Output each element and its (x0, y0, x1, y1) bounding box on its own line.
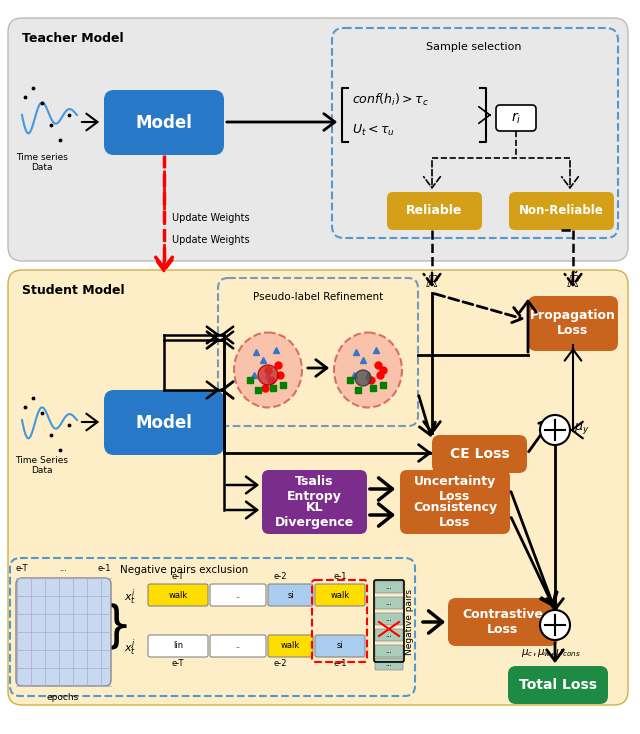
Text: Time series: Time series (16, 153, 68, 162)
Text: epochs: epochs (47, 693, 79, 702)
FancyBboxPatch shape (210, 584, 266, 606)
Text: e-1: e-1 (97, 564, 111, 573)
FancyBboxPatch shape (375, 613, 403, 625)
FancyBboxPatch shape (375, 645, 403, 657)
Text: Total Loss: Total Loss (519, 678, 597, 692)
Text: e-T: e-T (16, 564, 28, 573)
Text: e-1: e-1 (333, 659, 347, 668)
Circle shape (540, 610, 570, 640)
Text: Student Model: Student Model (22, 284, 125, 297)
Text: $\tilde{\mathbb{R}}$: $\tilde{\mathbb{R}}$ (566, 272, 580, 292)
Text: ...: ... (386, 661, 392, 667)
Text: ...: ... (386, 632, 392, 638)
Text: Data: Data (31, 163, 52, 172)
Text: e-T: e-T (172, 572, 184, 581)
FancyBboxPatch shape (148, 584, 208, 606)
FancyBboxPatch shape (262, 470, 367, 508)
Text: ...: ... (386, 648, 392, 654)
Text: $\mu_c, \mu_w, \mu_{cons}$: $\mu_c, \mu_w, \mu_{cons}$ (521, 647, 581, 659)
Text: si: si (337, 642, 344, 650)
Text: walk: walk (330, 590, 349, 600)
Circle shape (355, 370, 371, 386)
FancyBboxPatch shape (315, 584, 365, 606)
Text: ...: ... (386, 584, 392, 590)
Text: $x_t^i$: $x_t^i$ (124, 587, 136, 607)
Text: $x_t^j$: $x_t^j$ (124, 638, 136, 658)
Text: Temporal
Queue: Temporal Queue (35, 619, 92, 641)
FancyBboxPatch shape (315, 635, 365, 657)
Text: Consistency
Loss: Consistency Loss (413, 501, 497, 529)
Text: Update Weights: Update Weights (172, 235, 250, 245)
FancyBboxPatch shape (210, 635, 266, 657)
FancyBboxPatch shape (375, 658, 403, 670)
FancyBboxPatch shape (400, 496, 510, 534)
Text: $r_i$: $r_i$ (511, 110, 521, 126)
FancyBboxPatch shape (387, 192, 482, 230)
FancyBboxPatch shape (528, 296, 618, 351)
Text: Model: Model (136, 413, 193, 432)
Text: Teacher Model: Teacher Model (22, 32, 124, 45)
Text: Propagation
Loss: Propagation Loss (530, 310, 616, 338)
Circle shape (540, 415, 570, 445)
FancyBboxPatch shape (448, 598, 558, 646)
FancyBboxPatch shape (104, 390, 224, 455)
Text: KL
Divergence: KL Divergence (275, 501, 354, 529)
Text: Model: Model (136, 114, 193, 131)
Text: e-2: e-2 (273, 659, 287, 668)
FancyBboxPatch shape (148, 635, 208, 657)
Text: ...: ... (59, 564, 67, 573)
Circle shape (258, 365, 278, 385)
FancyBboxPatch shape (375, 581, 403, 593)
Text: Negative pairs exclusion: Negative pairs exclusion (120, 565, 248, 575)
FancyBboxPatch shape (432, 435, 527, 473)
Text: Time Series: Time Series (15, 456, 68, 465)
Text: CE Loss: CE Loss (450, 447, 509, 461)
Text: e-1: e-1 (333, 572, 347, 581)
FancyBboxPatch shape (400, 470, 510, 508)
Text: e-T: e-T (172, 659, 184, 668)
Text: $conf(h_i) > \tau_c$: $conf(h_i) > \tau_c$ (352, 92, 429, 108)
Ellipse shape (234, 333, 302, 407)
Text: ..: .. (236, 642, 241, 650)
Text: lin: lin (173, 642, 183, 650)
FancyBboxPatch shape (496, 105, 536, 131)
Text: Reliable: Reliable (406, 205, 463, 217)
FancyBboxPatch shape (509, 192, 614, 230)
FancyBboxPatch shape (268, 635, 313, 657)
Text: $\mathbb{R}$: $\mathbb{R}$ (425, 273, 439, 291)
Text: $\mu_y$: $\mu_y$ (574, 421, 589, 435)
Text: ...: ... (386, 600, 392, 606)
FancyBboxPatch shape (508, 666, 608, 704)
FancyBboxPatch shape (375, 597, 403, 609)
Text: Tsalis
Entropy: Tsalis Entropy (287, 475, 342, 503)
FancyBboxPatch shape (268, 584, 313, 606)
Text: e-2: e-2 (273, 572, 287, 581)
FancyBboxPatch shape (104, 90, 224, 155)
Text: Data: Data (31, 466, 52, 475)
Text: si: si (287, 590, 294, 600)
Text: Pseudo-label Refinement: Pseudo-label Refinement (253, 292, 383, 302)
Text: Update Weights: Update Weights (172, 213, 250, 223)
Text: ...: ... (386, 616, 392, 622)
Text: Non-Reliable: Non-Reliable (519, 205, 604, 217)
Text: }: } (101, 602, 133, 650)
Text: $U_t < \tau_u$: $U_t < \tau_u$ (352, 123, 395, 137)
Text: ..: .. (236, 590, 241, 600)
Text: walk: walk (168, 590, 188, 600)
FancyBboxPatch shape (16, 578, 111, 686)
FancyBboxPatch shape (8, 18, 628, 261)
FancyBboxPatch shape (262, 496, 367, 534)
Text: Contrastive
Loss: Contrastive Loss (463, 608, 543, 636)
Text: walk: walk (281, 642, 300, 650)
Text: Sample selection: Sample selection (426, 42, 522, 52)
FancyBboxPatch shape (8, 270, 628, 705)
Ellipse shape (334, 333, 402, 407)
FancyBboxPatch shape (375, 629, 403, 641)
Text: Negative pairs: Negative pairs (406, 589, 415, 655)
Text: Uncertainty
Loss: Uncertainty Loss (414, 475, 496, 503)
